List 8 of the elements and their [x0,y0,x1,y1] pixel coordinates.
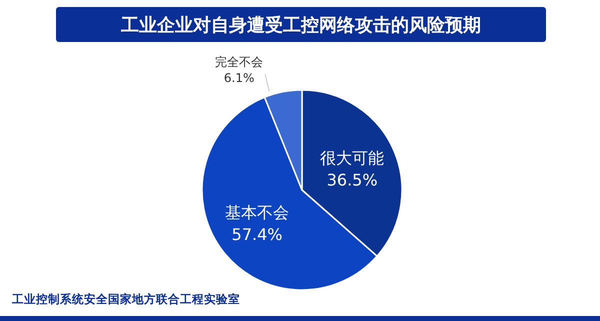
slice-label: 很大可能 [320,148,384,168]
data-label: 36.5% [326,170,378,190]
chart-title: 工业企业对自身遭受工控网络攻击的风险预期 [120,15,481,36]
data-label: 6.1% [224,71,254,86]
text: 工业控制系统安全国家地方联合工程实验室 [11,292,240,306]
slice-label: 完全不会 [215,55,264,70]
data-label: 57.4% [232,224,283,244]
slice-label: 基本不会 [225,202,290,222]
